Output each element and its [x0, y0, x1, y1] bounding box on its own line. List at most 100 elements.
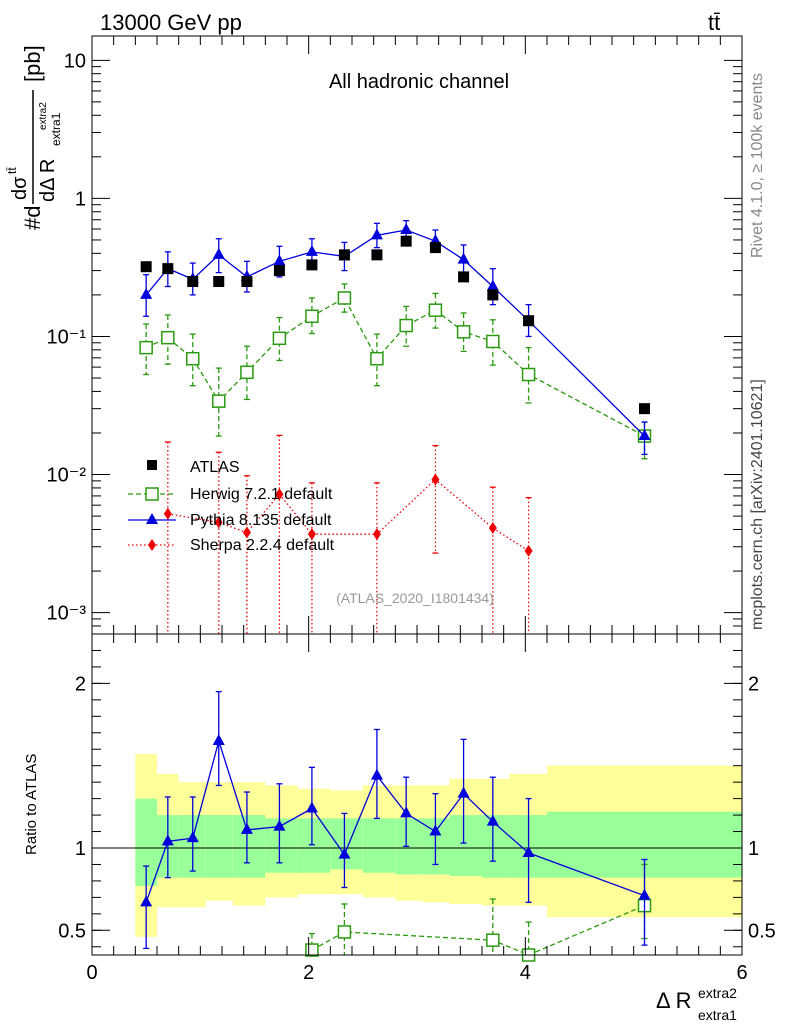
sherpa-point: [307, 528, 316, 541]
atlas-point: [162, 263, 174, 275]
sherpa-point: [275, 488, 284, 501]
main-y-tick-label: 10⁻³: [47, 603, 87, 625]
atlas-point: [306, 259, 318, 271]
atlas-point: [458, 271, 470, 283]
x-label-sup: extra2: [698, 985, 737, 1001]
ratio-pythia-point: [486, 814, 499, 826]
ratio-herwig-point: [337, 925, 352, 939]
ratio-pythia-point: [370, 768, 383, 780]
ratio-pythia-point: [273, 819, 286, 831]
ratio-x-tick-label: 0: [86, 962, 97, 984]
ratio-herwig-point: [486, 933, 500, 947]
sherpa-point: [214, 516, 223, 529]
pythia-point: [273, 254, 286, 266]
ratio-pythia-point: [429, 824, 442, 836]
ratio-y-tick-label-left: 1: [75, 838, 86, 860]
main-title: All hadronic channel: [329, 71, 509, 93]
herwig-point: [272, 331, 287, 346]
legend-label-sherpa: Sherpa 2.2.4 default: [190, 537, 335, 554]
legend-label-pythia: Pythia 8.135 default: [190, 512, 332, 529]
ratio-pythia-point: [140, 895, 153, 907]
ratio-pythia-point: [400, 806, 413, 818]
ratio-pythia-point: [240, 822, 253, 834]
atlas-point: [523, 315, 535, 327]
ratio-pythia-point: [338, 847, 351, 859]
ratio-ticks: 0.5 0.5 1 1 2 2 0 2 4 6: [58, 634, 776, 984]
inner-uncertainty-band: [135, 798, 157, 886]
pythia-point: [400, 223, 413, 235]
herwig-point: [370, 351, 384, 366]
inner-uncertainty-band: [205, 815, 233, 878]
ratio-pythia-point: [161, 834, 174, 846]
atlas-point: [639, 403, 650, 415]
herwig-point: [139, 340, 153, 355]
ratio-y-label: Ratio to ATLAS: [23, 754, 40, 855]
herwig-point: [399, 318, 413, 333]
herwig-point: [428, 303, 443, 317]
pythia-point: [305, 244, 318, 256]
main-y-label: #d dσ tt̄ dΔ R extra1 extra2 [pb]: [5, 45, 63, 230]
ratio-pythia-point: [638, 888, 651, 900]
ratio-pythia-point: [522, 845, 535, 857]
ratio-series-layer: [140, 690, 652, 962]
x-label-base: Δ R: [656, 988, 691, 1013]
x-label-sub: extra1: [698, 1007, 737, 1023]
energy-label: 13000 GeV pp: [100, 10, 242, 35]
rivet-label: Rivet 4.1.0, ≥ 100k events: [749, 73, 766, 258]
inner-uncertainty-band: [449, 815, 482, 876]
main-y-tick-label: 10⁻¹: [47, 326, 87, 348]
herwig-point: [521, 367, 536, 382]
sherpa-point: [163, 507, 172, 520]
atlas-point: [140, 261, 152, 273]
ratio-pythia-point: [186, 831, 199, 843]
y-label-num: dσ: [9, 176, 31, 200]
legend-marker-sherpa: [148, 539, 156, 551]
atlas-point: [371, 249, 383, 261]
pythia-point: [370, 228, 383, 240]
main-ticks: 10⁻³ 10⁻² 10⁻¹ 1 10: [47, 36, 743, 635]
inner-uncertainty-band: [297, 818, 331, 873]
main-y-tick-label: 1: [75, 188, 86, 210]
mcplots-label: mcplots.cern.ch [arXiv:2401.10621]: [749, 379, 766, 630]
herwig-point: [305, 309, 319, 324]
atlas-point: [338, 249, 350, 261]
x-axis-label: Δ R extra2 extra1: [656, 985, 737, 1023]
herwig-point: [337, 291, 352, 305]
y-label-den: dΔ R: [37, 159, 59, 202]
ratio-herwig-point: [305, 943, 319, 957]
pythia-point: [140, 287, 153, 299]
herwig-point: [240, 365, 254, 380]
inner-uncertainty-band: [232, 815, 266, 878]
ratio-x-tick-label: 6: [736, 962, 747, 984]
ratio-pythia-point: [212, 734, 225, 745]
legend-label-atlas: ATLAS: [190, 459, 240, 476]
legend: ATLAS Herwig 7.2.1 default Pythia 8.135 …: [128, 459, 335, 554]
y-label-den-sup: extra2: [38, 102, 49, 130]
atlas-point: [187, 276, 199, 288]
analysis-tag: (ATLAS_2020_I1801434): [336, 590, 494, 606]
atlas-point: [273, 265, 285, 277]
atlas-point: [487, 289, 499, 301]
legend-marker-herwig: [145, 487, 159, 501]
legend-label-herwig: Herwig 7.2.1 default: [190, 486, 333, 503]
ratio-pythia-point: [305, 801, 318, 813]
y-label-unit: [pb]: [20, 45, 45, 82]
herwig-point: [161, 330, 175, 345]
ratio-y-tick-label-right: 2: [748, 673, 759, 695]
pythia-point: [212, 247, 225, 259]
legend-marker-pythia: [146, 513, 158, 524]
atlas-point: [241, 276, 253, 288]
legend-marker-atlas: [147, 460, 157, 470]
ratio-y-tick-label-right: 1: [748, 838, 759, 860]
herwig-point: [212, 394, 226, 408]
sherpa-point: [242, 526, 251, 539]
y-label-prefix: #d: [20, 206, 45, 230]
pythia-point: [638, 429, 651, 441]
atlas-point: [213, 276, 225, 288]
sherpa-point: [431, 473, 440, 486]
herwig-point: [186, 351, 200, 366]
sherpa-point: [488, 522, 497, 535]
sherpa-point: [372, 528, 381, 541]
inner-uncertainty-band: [362, 818, 396, 873]
